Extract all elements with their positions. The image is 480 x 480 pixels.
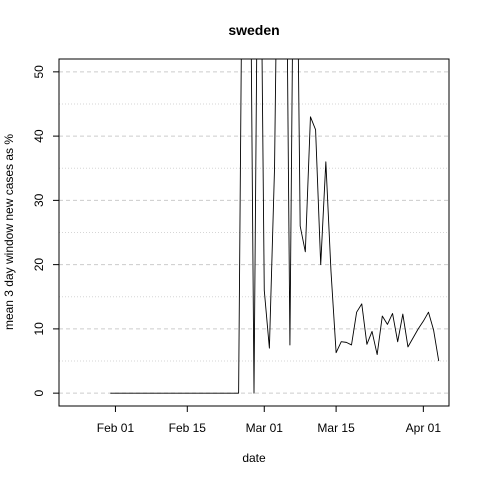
x-tick-label: Mar 15 [317,421,355,435]
y-tick-label: 40 [32,129,46,143]
x-axis-label: date [242,451,266,465]
x-tick-label: Feb 15 [169,421,207,435]
x-axis: Feb 01 Feb 15 Mar 01 Mar 15 Apr 01 [97,406,442,435]
plot-frame [58,58,450,407]
chart-title: sweden [228,22,279,38]
y-tick-label: 20 [32,258,46,272]
y-tick-label: 50 [32,65,46,79]
y-tick-label: 30 [32,193,46,207]
y-tick-label: 0 [32,389,46,396]
x-tick-label: Mar 01 [246,421,284,435]
y-tick-label: 10 [32,322,46,336]
series-line [110,59,440,394]
y-axis: 0 10 20 30 40 50 [32,65,59,396]
x-tick-label: Apr 01 [406,421,442,435]
x-tick-label: Feb 01 [97,421,135,435]
series-layer [110,59,440,394]
y-axis-label: mean 3 day window new cases as % [2,134,16,330]
